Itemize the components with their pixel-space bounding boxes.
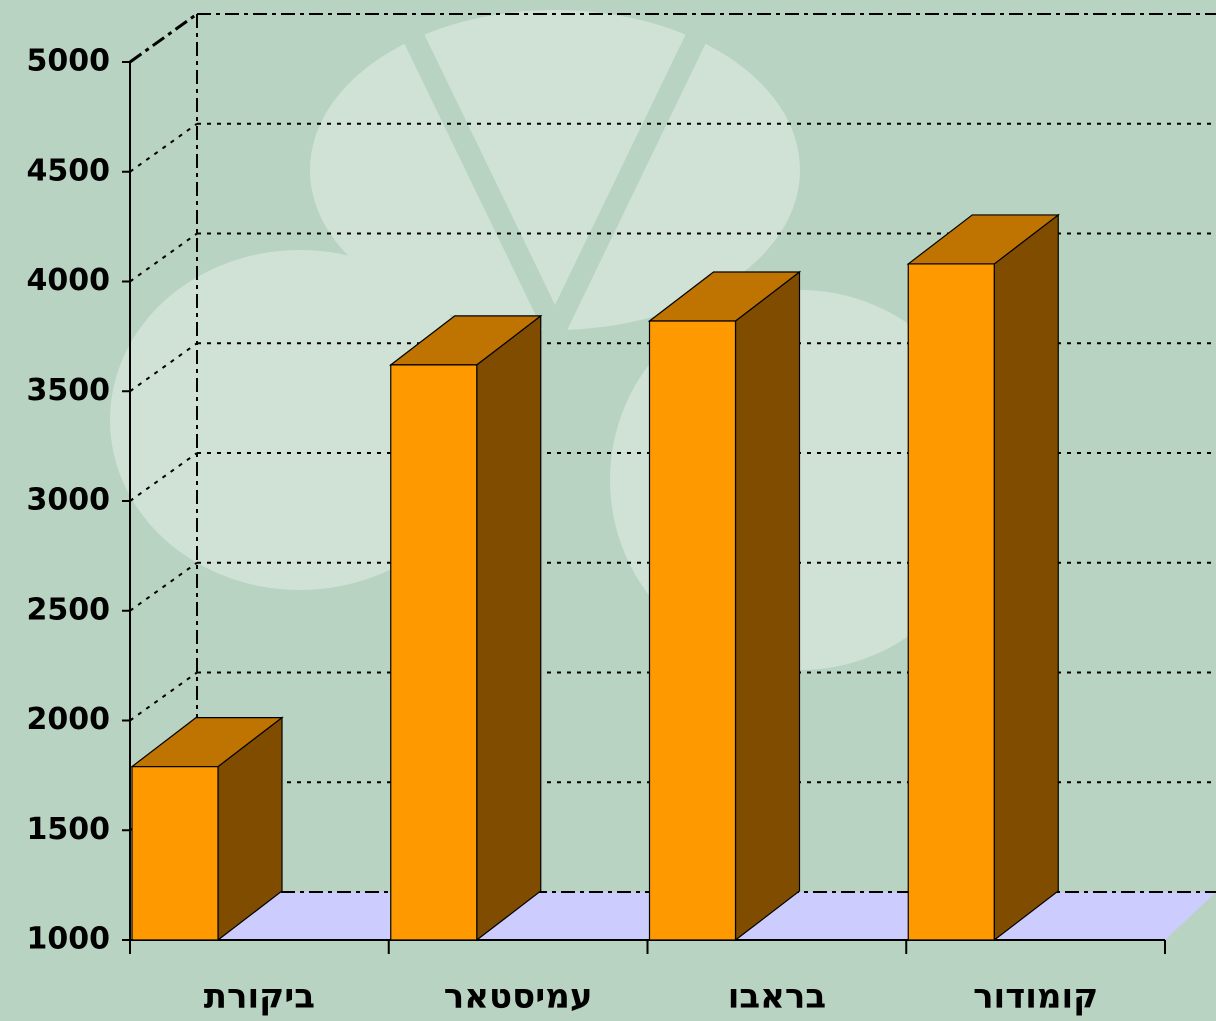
grid-line xyxy=(129,671,198,722)
y-tick-label: 1000 xyxy=(27,922,111,957)
bar-front xyxy=(390,364,478,941)
y-tick-label: 2500 xyxy=(27,592,111,627)
bar-front xyxy=(648,320,737,941)
y-tick-label: 1500 xyxy=(27,812,111,847)
x-tick-label: בראבו xyxy=(728,977,826,1017)
bar-front xyxy=(131,765,219,941)
bar-side xyxy=(476,314,542,942)
bar-front xyxy=(907,263,995,941)
y-tick-label: 2000 xyxy=(27,702,111,737)
bar xyxy=(388,314,543,942)
grid-line xyxy=(129,122,198,173)
bar-side xyxy=(734,270,801,942)
grid-line xyxy=(129,561,198,612)
y-tick-label: 3500 xyxy=(27,373,111,408)
grid-line xyxy=(129,232,198,283)
grid-line xyxy=(129,452,198,502)
y-tick-label: 5000 xyxy=(27,44,111,79)
y-tick-label: 4000 xyxy=(27,263,111,298)
bar xyxy=(130,716,284,942)
grid-line xyxy=(129,342,198,393)
y-tick-label: 4500 xyxy=(27,153,111,188)
y-tick-label: 3000 xyxy=(27,483,111,518)
x-tick-label: קומודור xyxy=(973,977,1098,1017)
bar xyxy=(906,213,1061,942)
bar xyxy=(647,270,802,942)
bar-side xyxy=(993,213,1059,942)
side-wall-edge xyxy=(129,12,198,64)
x-tick-label: ביקורת xyxy=(204,977,315,1017)
x-tick-label: עמיסטאר xyxy=(444,977,593,1017)
